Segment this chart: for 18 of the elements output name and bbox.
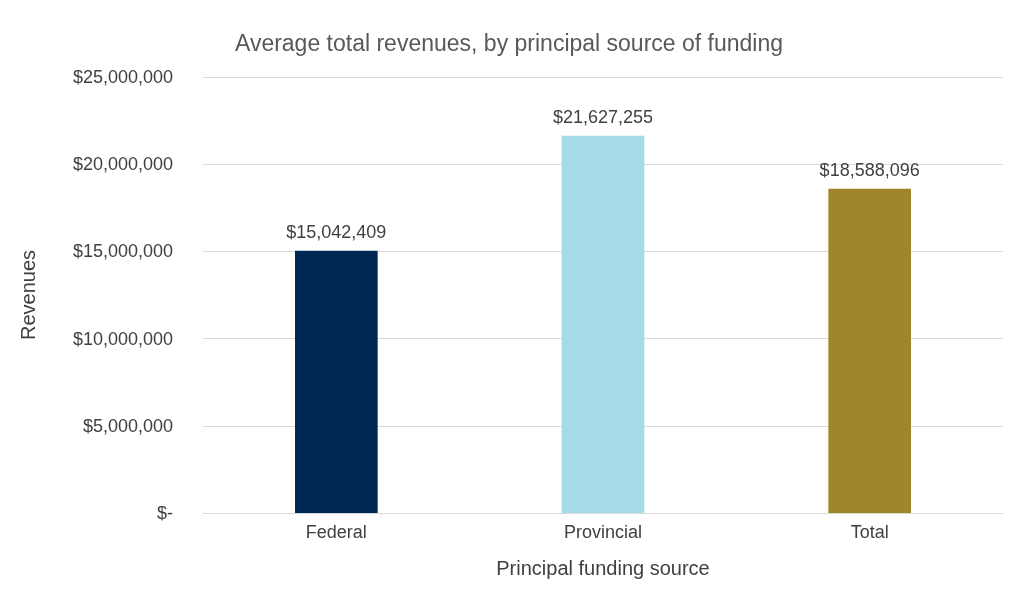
x-tick-label: Federal	[305, 522, 367, 542]
y-tick-label: $15,000,000	[72, 241, 173, 262]
bar	[295, 250, 378, 513]
data-label: $21,627,255	[552, 106, 654, 127]
data-label: $18,588,096	[819, 159, 920, 180]
y-tick-label: $10,000,000	[72, 328, 173, 349]
y-tick-label: $25,000,000	[72, 67, 173, 87]
bar	[561, 135, 645, 513]
x-axis-title: Principal funding source	[496, 557, 710, 579]
y-tick-label: $-	[156, 503, 173, 523]
x-tick-label: Provincial	[563, 522, 643, 542]
chart-title: Average total revenues, by principal source of funding	[234, 29, 784, 56]
y-axis-title: Revenues	[17, 249, 39, 341]
y-tick-label: $20,000,000	[72, 154, 173, 175]
data-label: $15,042,409	[286, 221, 387, 242]
bar	[828, 188, 911, 513]
y-tick-label: $5,000,000	[82, 415, 173, 436]
x-tick-label: Total	[850, 522, 889, 542]
